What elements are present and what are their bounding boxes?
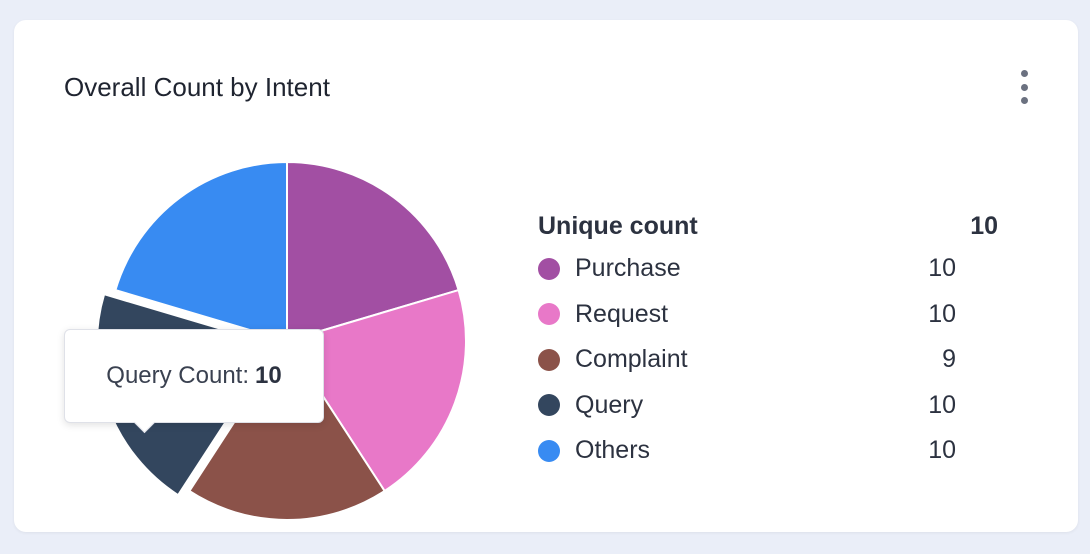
legend-label: Purchase bbox=[575, 254, 681, 283]
legend-label: Query bbox=[575, 390, 644, 419]
chart-card: Overall Count by Intent Unique count 10 … bbox=[14, 20, 1078, 532]
legend-value: 9 bbox=[942, 345, 956, 374]
legend-header-label: Unique count bbox=[538, 212, 698, 240]
legend-label: Others bbox=[575, 436, 651, 465]
chart-title: Overall Count by Intent bbox=[64, 72, 330, 102]
legend-swatch bbox=[538, 348, 560, 371]
legend-value: 10 bbox=[928, 299, 956, 328]
tooltip-label: Query Count: bbox=[106, 362, 250, 389]
legend-item-request[interactable]: Request 10 bbox=[538, 292, 956, 338]
legend-item-query[interactable]: Query 10 bbox=[538, 383, 956, 429]
legend-swatch bbox=[538, 257, 560, 280]
legend-swatch bbox=[538, 303, 560, 326]
legend-header-value: 10 bbox=[970, 212, 998, 240]
legend-value: 10 bbox=[928, 436, 956, 465]
legend-value: 10 bbox=[928, 390, 956, 419]
pie-slice-complaint[interactable] bbox=[187, 339, 387, 521]
tooltip-value: 10 bbox=[255, 362, 282, 389]
legend-value: 10 bbox=[928, 254, 956, 283]
legend-header: Unique count 10 bbox=[538, 212, 998, 246]
legend: Unique count 10 Purchase 10 Request 10 Compl… bbox=[538, 212, 998, 474]
tooltip: Query Count: 10 bbox=[64, 329, 324, 434]
legend-item-complaint[interactable]: Complaint 9 bbox=[538, 337, 956, 383]
legend-item-others[interactable]: Others 10 bbox=[538, 428, 956, 474]
pie-slice-others[interactable] bbox=[114, 160, 288, 343]
legend-swatch bbox=[538, 394, 560, 417]
legend-label: Request bbox=[575, 299, 669, 328]
legend-item-purchase[interactable]: Purchase 10 bbox=[538, 246, 956, 292]
legend-label: Complaint bbox=[575, 345, 688, 374]
legend-swatch bbox=[538, 439, 560, 462]
pie-slice-request[interactable] bbox=[285, 288, 467, 493]
more-options-icon[interactable] bbox=[1014, 70, 1034, 104]
pie-slice-purchase[interactable] bbox=[286, 160, 460, 343]
